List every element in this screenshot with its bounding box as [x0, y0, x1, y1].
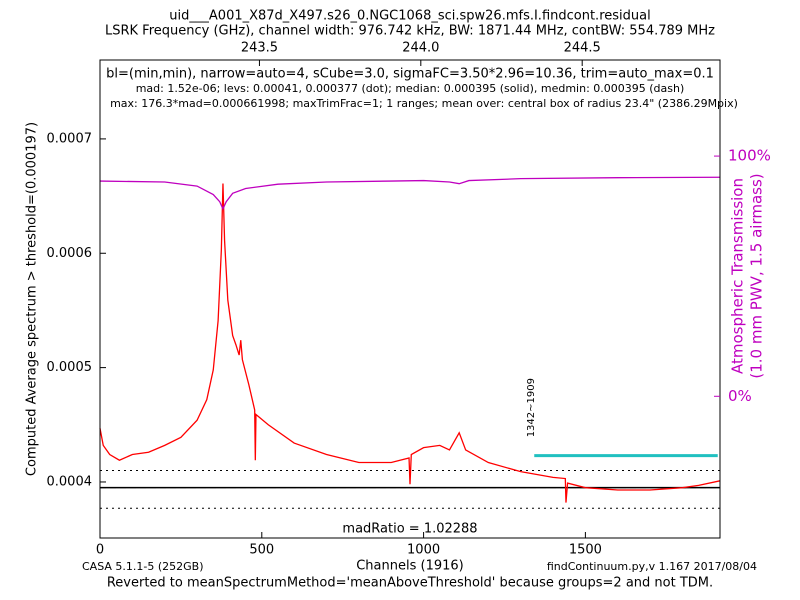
annotation: bl=(min,min), narrow=auto=4, sCube=3.0, …	[106, 67, 714, 82]
x2-tick-label: 243.5	[241, 41, 278, 56]
x-tick-label: 1000	[407, 543, 440, 558]
chart-title: uid___A001_X87d_X497.s26_0.NGC1068_sci.s…	[169, 9, 650, 24]
y2-axis-label: Atmospheric Transmission	[729, 178, 747, 374]
footer-left: CASA 5.1.1-5 (252GB)	[82, 560, 204, 573]
annotation: max: 176.3*mad=0.000661998; maxTrimFrac=…	[110, 97, 738, 110]
x2-tick-label: 244.5	[564, 41, 601, 56]
y-tick-label: 0.0007	[47, 131, 93, 146]
y2-tick-label: 100%	[728, 147, 771, 165]
y-tick-label: 0.0006	[47, 246, 93, 261]
series-line	[99, 176, 721, 211]
x-tick-label: 1500	[569, 543, 602, 558]
x-tick-label: 0	[96, 543, 104, 558]
chart-subtitle: LSRK Frequency (GHz), channel width: 976…	[105, 24, 715, 39]
footer-note: Reverted to meanSpectrumMethod='meanAbov…	[107, 576, 713, 591]
x-tick-label: 500	[249, 543, 274, 558]
y2-axis-label: (1.0 mm PWV, 1.5 airmass)	[748, 173, 766, 378]
series-line	[99, 183, 721, 503]
x-axis-label: Channels (1916)	[356, 559, 464, 574]
ratio-label: madRatio = 1.02288	[342, 522, 477, 537]
footer-right: findContinuum.py,v 1.167 2017/08/04	[547, 560, 757, 573]
y-axis-label: Computed Average spectrum > threshold=(0…	[25, 122, 40, 476]
x2-tick-label: 244.0	[402, 41, 439, 56]
y2-tick-label: 0%	[728, 387, 752, 405]
range-label: 1342~1909	[526, 378, 537, 437]
y-tick-label: 0.0005	[47, 360, 93, 375]
y-tick-label: 0.0004	[47, 474, 93, 489]
plot-frame	[99, 59, 721, 539]
annotation: mad: 1.52e-06; levs: 0.00041, 0.000377 (…	[136, 82, 685, 95]
